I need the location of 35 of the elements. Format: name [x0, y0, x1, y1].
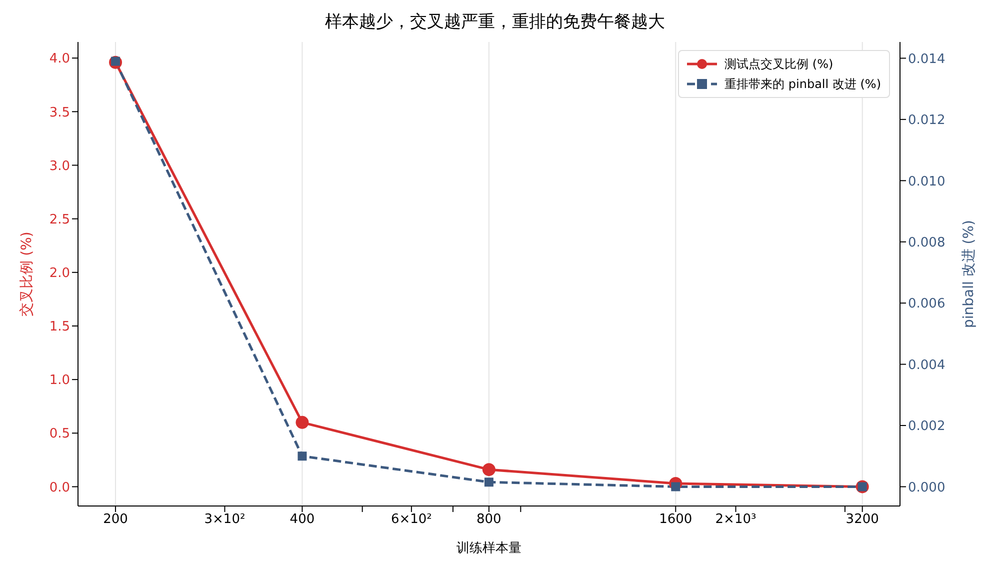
y2-tick-label: 0.004 — [908, 358, 946, 373]
y-tick-label: 0.0 — [49, 480, 70, 496]
point — [298, 452, 307, 461]
x-tick-label: 2×10³ — [715, 512, 756, 528]
y2-tick-label: 0.000 — [908, 480, 946, 496]
y-tick-label: 3.5 — [49, 105, 70, 120]
x-tick-label: 400 — [290, 512, 315, 528]
y-tick-label: 2.0 — [49, 266, 70, 282]
y-tick-label: 1.0 — [49, 373, 70, 388]
y-tick-label: 3.0 — [49, 158, 70, 174]
y2-tick-label: 0.010 — [908, 174, 946, 190]
point — [482, 463, 496, 476]
y-tick-label: 0.5 — [49, 426, 70, 442]
chart-title: 样本越少，交叉越严重，重排的免费午餐越大 — [324, 11, 666, 34]
point — [296, 416, 309, 429]
x-tick-label: 800 — [476, 512, 502, 528]
y2-tick-label: 0.006 — [908, 296, 946, 312]
y-tick-label: 4.0 — [49, 52, 70, 67]
y-axis-title: 交叉比例 (%) — [18, 232, 35, 316]
x-tick-label: 6×10² — [390, 512, 432, 528]
y2-axis-title: pinball 改进 (%) — [960, 220, 977, 328]
y2-tick-label: 0.014 — [908, 52, 946, 67]
x-axis-title: 训练样本量 — [456, 541, 522, 556]
y-tick-label: 2.5 — [49, 212, 70, 228]
x-tick-label: 200 — [103, 512, 128, 528]
legend-label: 测试点交叉比例 (%) — [724, 56, 834, 72]
legend-label: 重排带来的 pinball 改进 (%) — [724, 76, 881, 92]
x-tick-label: 3200 — [846, 512, 879, 528]
x-tick-label: 3×10² — [204, 512, 246, 528]
x-tick-label: 1600 — [659, 512, 692, 528]
y-tick-label: 1.5 — [49, 320, 70, 335]
point — [484, 478, 494, 487]
y2-tick-label: 0.008 — [908, 235, 946, 250]
y2-tick-label: 0.002 — [908, 419, 946, 434]
y2-tick-label: 0.012 — [908, 113, 946, 128]
